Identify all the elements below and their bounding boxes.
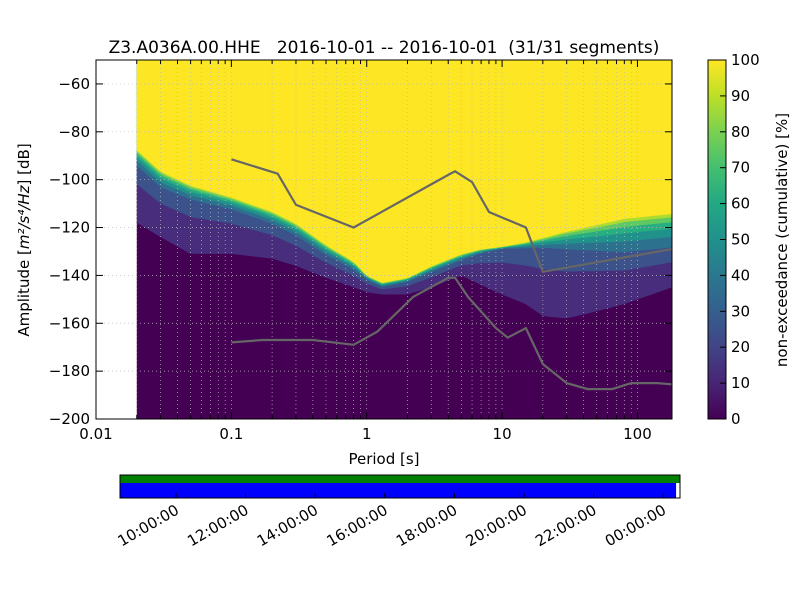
y-tick-label: −100 [49,171,90,189]
x-tick-label: 1 [362,425,372,443]
timeline-tick-label: 16:00:00 [323,501,390,550]
colorbar-tick-label: 60 [731,195,750,213]
timeline-tick-label: 20:00:00 [463,501,530,550]
timeline-tick-label: 00:00:00 [602,501,669,550]
timeline-top-bar [120,475,680,483]
colorbar-tick-label: 80 [731,123,750,141]
colorbar-tick-label: 40 [731,266,750,284]
timeline-tick-label: 22:00:00 [532,501,599,550]
chart-title: Z3.A036A.00.HHE 2016-10-01 -- 2016-10-01… [109,38,660,58]
data-coverage-timeline: 10:00:00 12:00:00 14:00:00 16:00:00 18:00:00… [115,474,681,550]
y-tick-label: −80 [58,123,90,141]
timeline-frame [119,474,681,499]
y-tick-label: −140 [49,266,90,284]
colorbar-tick-label: 100 [731,51,760,69]
y-axis-label-suffix: ] [dB] [15,143,33,185]
plot-frame [95,59,673,420]
x-tick-label: 0.1 [219,425,243,443]
low-noise-model-line [231,276,672,391]
x-axis-label: Period [s] [348,450,419,468]
colorbar-tick-label: 70 [731,159,750,177]
y-axis-label: Amplitude [m²/s⁴/Hz] [dB] [15,143,33,336]
colorbar-tick-label: 0 [731,410,741,428]
colorbar-axis: 0 10 20 30 40 50 60 70 80 90 100 [720,51,760,428]
colorbar-label: non-exceedance (cumulative) [%] [773,113,791,367]
high-noise-model-line [231,158,672,274]
noise-model-lines [231,158,672,391]
timeline-tick-label: 12:00:00 [184,501,251,550]
y-axis-label-prefix: Amplitude [ [15,249,33,337]
timeline-tick-label: 10:00:00 [115,501,182,550]
colorbar-tick-label: 50 [731,231,750,249]
y-axis-label-math: m²/s⁴/Hz [15,184,33,249]
colorbar-tick-label: 20 [731,338,750,356]
x-tick-label: 100 [623,425,652,443]
y-axis: −60 −80 −100 −120 −140 −160 −180 −200 [49,75,672,428]
timeline-tick-label: 14:00:00 [254,501,321,550]
y-tick-label: −120 [49,219,90,237]
timeline-tick-label: 18:00:00 [393,501,460,550]
heatmap-band [136,60,672,283]
y-tick-label: −180 [49,362,90,380]
colorbar-tick-label: 90 [731,87,750,105]
y-tick-label: −160 [49,314,90,332]
ppsd-heatmap [136,60,672,419]
y-tick-label: −200 [49,410,90,428]
x-axis: 0.01 0.1 1 10 100 [79,60,652,443]
colorbar-tick-label: 10 [731,374,750,392]
colorbar-tick-label: 30 [731,302,750,320]
y-tick-label: −60 [58,75,90,93]
x-tick-label: 10 [493,425,512,443]
x-tick-label: 0.01 [79,425,112,443]
timeline-coverage-bar [120,483,677,498]
